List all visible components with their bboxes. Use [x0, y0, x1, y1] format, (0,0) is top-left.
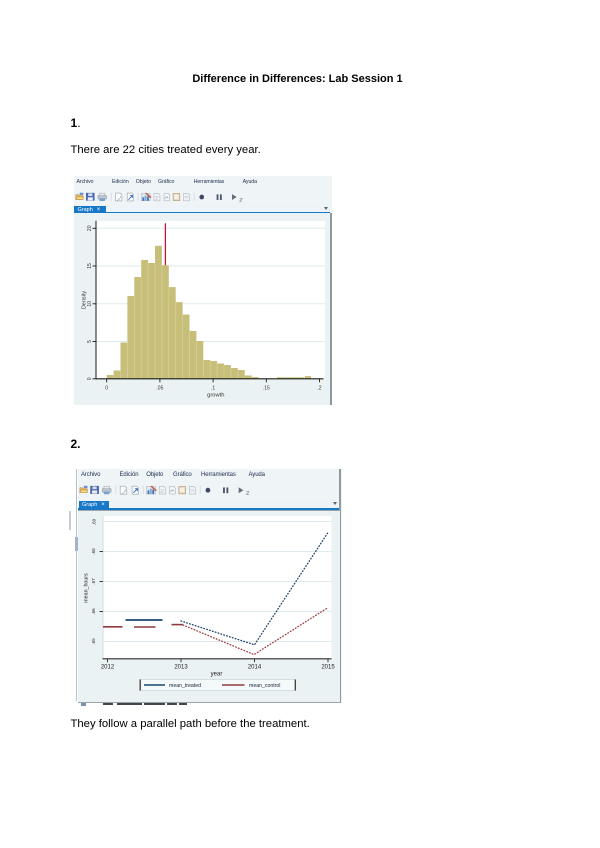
svg-text:.67: .67 [91, 578, 96, 585]
svg-text:5: 5 [87, 340, 93, 343]
svg-text:.69: .69 [91, 518, 96, 525]
svg-text:.66: .66 [91, 608, 96, 615]
svg-text:10: 10 [87, 301, 93, 307]
svg-text:2013: 2013 [174, 665, 188, 671]
svg-text:2014: 2014 [247, 665, 261, 671]
svg-text:.68: .68 [91, 548, 96, 555]
svg-text:year: year [210, 672, 222, 678]
svg-text:2012: 2012 [100, 665, 114, 671]
svg-text:Density: Density [82, 291, 88, 310]
svg-text:0: 0 [87, 377, 93, 380]
svg-text:growth: growth [207, 393, 224, 399]
svg-text:mean_control: mean_control [249, 683, 280, 689]
svg-text:20: 20 [87, 225, 93, 231]
svg-text:0: 0 [105, 386, 108, 392]
svg-text:15: 15 [87, 263, 93, 269]
svg-text:.2: .2 [317, 386, 321, 392]
svg-text:mean_treated: mean_treated [169, 683, 201, 689]
svg-text:.1: .1 [211, 386, 215, 392]
svg-text:mean_hours: mean_hours [83, 573, 89, 603]
svg-text:.05: .05 [156, 386, 163, 392]
svg-text:.65: .65 [91, 638, 96, 645]
svg-text:.15: .15 [263, 386, 270, 392]
svg-text:2015: 2015 [321, 665, 335, 671]
